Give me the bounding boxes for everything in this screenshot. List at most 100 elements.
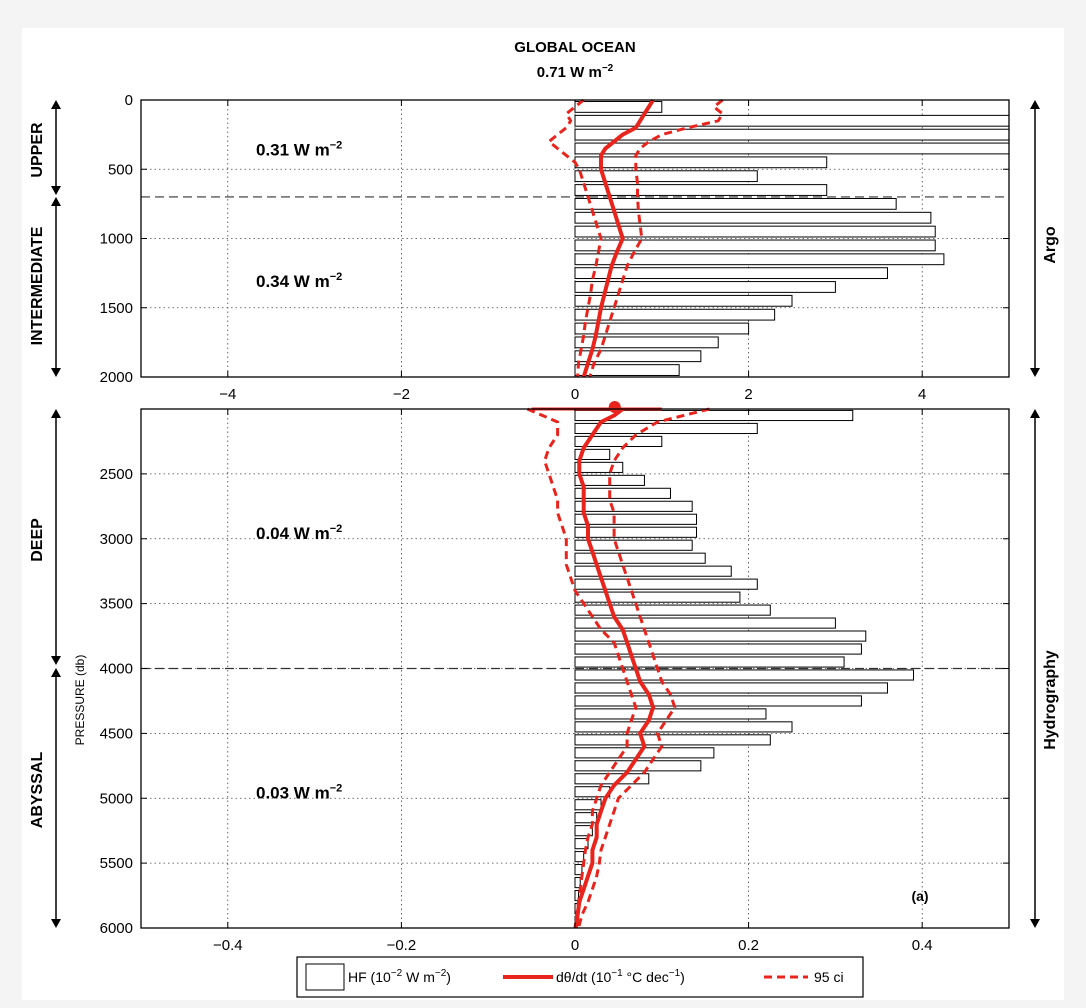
bottom-hf-bar	[574, 799, 602, 811]
legend-ci-label: 95 ci	[814, 969, 844, 985]
top-x-tick-label: −2	[393, 386, 410, 403]
bottom-hf-bar	[574, 695, 862, 707]
top-hf-bar	[574, 197, 897, 210]
top-hf-bar	[574, 294, 793, 307]
bottom-y-tick-label: 5000	[100, 790, 133, 807]
panel-label: (a)	[911, 888, 928, 904]
bottom-x-tick-label: −0.4	[213, 937, 243, 954]
chart-subtitle: 0.71 W m−2	[537, 63, 614, 81]
bottom-hf-bar	[574, 461, 624, 473]
bottom-hf-bar	[574, 773, 650, 785]
top-hf-bar	[574, 267, 888, 280]
top-hf-bar	[574, 239, 936, 252]
bottom-x-tick-label: 0	[571, 937, 579, 954]
layer-heat-exponent: −2	[330, 523, 343, 535]
layer-label-deep: DEEP	[29, 518, 46, 562]
layer-heat-exponent: −2	[330, 271, 343, 283]
bottom-hf-bar	[574, 500, 693, 512]
top-hf-bar	[574, 253, 945, 266]
layer-label-intermediate: INTERMEDIATE	[29, 226, 46, 345]
top-y-tick-label: 1500	[100, 300, 133, 317]
legend-hf-label: HF (10−2 W m−2)	[348, 968, 451, 985]
source-label-argo: Argo	[1042, 226, 1059, 264]
top-hf-bar	[574, 364, 680, 376]
layer-bracket-arrow	[51, 919, 61, 928]
top-hf-bar	[574, 350, 702, 363]
legend-hf-swatch	[305, 963, 345, 991]
bottom-hf-bar	[574, 513, 698, 525]
bottom-hf-bar	[574, 669, 915, 681]
top-x-tick-label: 0	[571, 386, 579, 403]
legend: HF (10−2 W m−2) dθ/dt (10−1 °C dec−1) 95…	[296, 956, 864, 998]
bottom-x-tick-label: −0.2	[387, 937, 417, 954]
bottom-layer-heat-label: 0.03 W m−2	[256, 782, 342, 802]
bottom-hf-bar	[574, 825, 593, 837]
bottom-x-tick-label: 0.4	[912, 937, 933, 954]
bottom-hf-bar	[574, 591, 741, 603]
layer-label-abyssal: ABYSSAL	[29, 752, 46, 829]
top-x-tick-label: −4	[219, 386, 236, 403]
top-hf-bar	[574, 211, 932, 224]
top-hf-bar	[574, 225, 936, 238]
top-hf-bar	[574, 101, 663, 113]
top-y-tick-label: 0	[125, 92, 133, 109]
layer-heat-exponent: −2	[330, 782, 343, 794]
layer-bracket-arrow	[51, 368, 61, 377]
bottom-hf-bar	[574, 617, 836, 629]
top-dtheta-dt-line	[581, 98, 655, 378]
bottom-hf-bar	[574, 409, 854, 422]
layer-heat-value: 0.04 W m	[256, 524, 330, 543]
bottom-hf-bar	[574, 890, 579, 902]
bottom-hf-bar	[574, 630, 867, 642]
bottom-hf-bar	[574, 578, 758, 590]
chart-title: GLOBAL OCEAN	[514, 39, 635, 56]
bottom-hf-bar	[574, 682, 888, 694]
top-layer-heat-label: 0.31 W m−2	[256, 139, 342, 159]
top-hf-bar	[574, 170, 758, 183]
bottom-hf-bar	[574, 786, 611, 798]
layer-bracket-arrow	[51, 668, 61, 677]
layer-heat-exponent: −2	[330, 139, 343, 151]
source-bracket-arrow	[1030, 368, 1040, 377]
top-y-tick-label: 2000	[100, 369, 133, 386]
bottom-hf-bar	[574, 643, 862, 655]
bottom-hf-bar	[574, 565, 732, 577]
bottom-hf-bar	[574, 760, 702, 772]
bottom-hf-bar	[574, 539, 693, 551]
bottom-hf-bar	[574, 838, 589, 850]
top-hf-bar	[574, 281, 836, 293]
bottom-ci-upper-line	[577, 407, 710, 929]
source-bracket-arrow	[1030, 100, 1040, 109]
data-source-brackets: Argo Hydrography	[1030, 100, 1059, 928]
bottom-y-tick-label: 3500	[100, 596, 133, 613]
top-hf-bar	[574, 336, 719, 349]
bottom-dtheta-dt-line	[573, 407, 656, 929]
bottom-y-tick-label: 2500	[100, 466, 133, 483]
layer-label-upper: UPPER	[29, 122, 46, 178]
bottom-y-tick-label: 3000	[100, 531, 133, 548]
top-hf-bar	[574, 156, 828, 169]
bottom-hf-bar	[574, 864, 583, 876]
layer-heat-value: 0.31 W m	[256, 140, 330, 159]
layer-bracket-arrow	[51, 186, 61, 195]
source-bracket-arrow	[1030, 409, 1040, 418]
top-ci-upper-line	[588, 98, 725, 378]
bottom-hf-bar	[574, 526, 698, 538]
top-y-tick-label: 1000	[100, 231, 133, 248]
bottom-layer-heat-label: 0.04 W m−2	[256, 523, 342, 543]
layer-brackets: UPPER INTERMEDIATE DEEP ABYSSAL	[29, 100, 61, 928]
bottom-hf-bar	[574, 422, 758, 435]
bottom-hf-bar	[574, 656, 845, 668]
bottom-y-tick-label: 4000	[100, 661, 133, 678]
top-x-tick-label: 4	[918, 386, 926, 403]
top-hf-bar	[574, 128, 1010, 141]
top-hf-bar	[574, 308, 776, 321]
layer-bracket-arrow	[51, 656, 61, 665]
bottom-hf-bar	[574, 604, 771, 616]
bottom-y-tick-label: 6000	[100, 920, 133, 937]
top-y-tick-label: 500	[108, 161, 133, 178]
bottom-y-tick-label: 5500	[100, 855, 133, 872]
